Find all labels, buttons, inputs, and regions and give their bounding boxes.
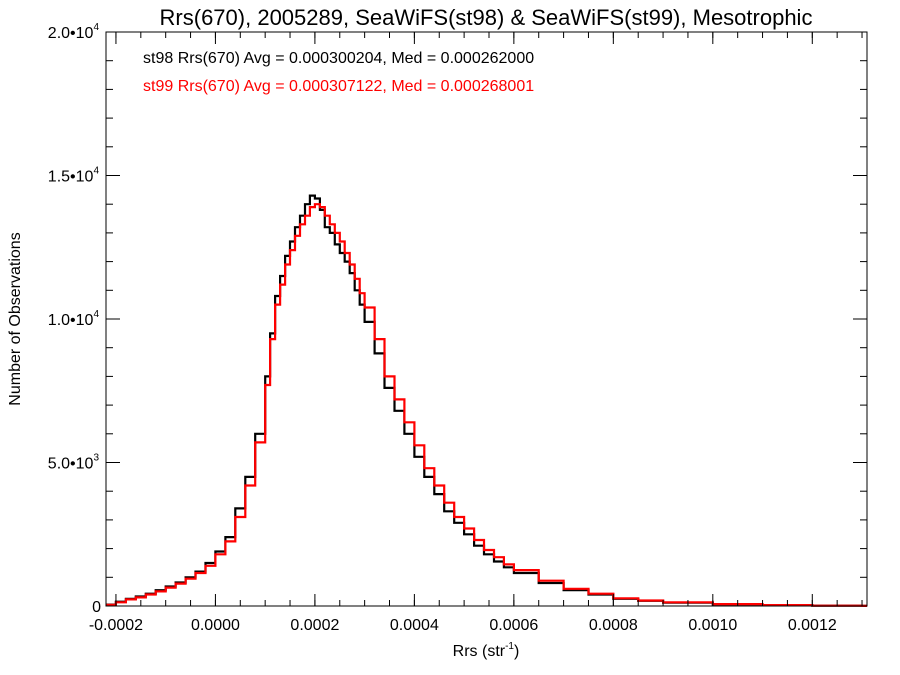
x-tick-label: 0.0008	[589, 617, 638, 634]
legend: st98 Rrs(670) Avg = 0.000300204, Med = 0…	[143, 50, 534, 95]
x-axis-label: Rrs (str-1)	[453, 641, 520, 660]
chart-title: Rrs(670), 2005289, SeaWiFS(st98) & SeaWi…	[160, 5, 813, 30]
series-st98	[106, 194, 867, 607]
x-tick-label: 0.0000	[191, 617, 240, 634]
x-tick-labels: -0.0002 0.0000 0.0002 0.0004 0.0006 0.0008 0.0…	[89, 617, 837, 634]
x-tick-label: 0.0004	[390, 617, 439, 634]
series-layer	[106, 194, 867, 607]
x-tick-label: -0.0002	[89, 617, 143, 634]
y-tick-label: 0	[92, 599, 101, 616]
x-axis-label-base: Rrs (str	[453, 643, 506, 660]
axis-ticks	[106, 31, 867, 607]
x-axis-label-superscript: -1	[505, 641, 514, 652]
plot-frame	[105, 31, 868, 607]
y-tick-label: 1.5•104	[48, 166, 100, 186]
y-tick-label: 1.0•104	[48, 309, 100, 329]
series-st99	[106, 203, 867, 607]
y-tick-labels: 0 5.0•103 1.0•104 1.5•104 2.0•104	[48, 22, 101, 616]
x-tick-label: 0.0006	[489, 617, 538, 634]
x-tick-label: 0.0010	[688, 617, 737, 634]
y-tick-label: 5.0•103	[48, 453, 100, 473]
y-axis-label: Number of Observations	[7, 232, 24, 405]
x-tick-label: 0.0012	[788, 617, 837, 634]
x-tick-label: 0.0002	[290, 617, 339, 634]
legend-entry-st98: st98 Rrs(670) Avg = 0.000300204, Med = 0…	[143, 50, 534, 67]
x-axis-label-end: )	[514, 643, 519, 660]
legend-entry-st99: st99 Rrs(670) Avg = 0.000307122, Med = 0…	[143, 78, 534, 95]
y-tick-label: 2.0•104	[48, 22, 100, 42]
